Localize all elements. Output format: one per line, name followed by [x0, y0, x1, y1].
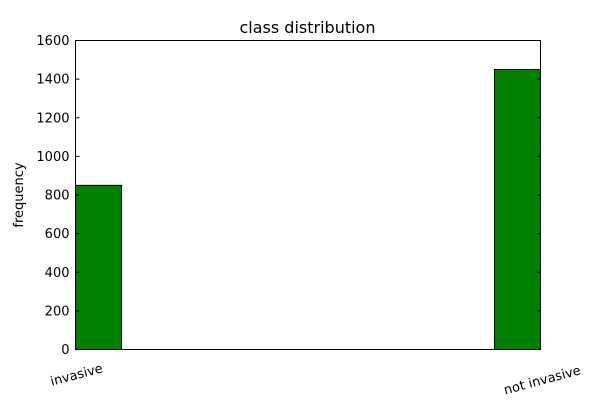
y-tick-label: 1600: [36, 34, 69, 49]
x-tick-label-not-invasive: not invasive: [502, 363, 582, 398]
bar-invasive: [75, 184, 122, 350]
y-tick-label: 400: [45, 266, 70, 281]
y-tick-label: 1000: [36, 150, 69, 165]
bar-not-invasive: [494, 68, 541, 350]
chart-title: class distribution: [240, 18, 376, 37]
y-axis-label: frequency: [12, 162, 27, 228]
bars-group: [75, 68, 541, 350]
y-tick-label: 0: [61, 343, 69, 358]
y-tick-label: 600: [45, 227, 70, 242]
plot-frame: [75, 40, 541, 350]
y-axis-ticks: 0 200 400 600 800 1000 1200 1400 1600: [36, 34, 541, 358]
y-tick-label: 1400: [36, 73, 69, 88]
x-axis-ticks: invasive not invasive: [49, 361, 583, 398]
x-tick-label-invasive: invasive: [49, 361, 105, 389]
y-tick-label: 1200: [36, 111, 69, 126]
y-tick-label: 800: [45, 189, 70, 204]
y-tick-label: 200: [45, 304, 70, 319]
